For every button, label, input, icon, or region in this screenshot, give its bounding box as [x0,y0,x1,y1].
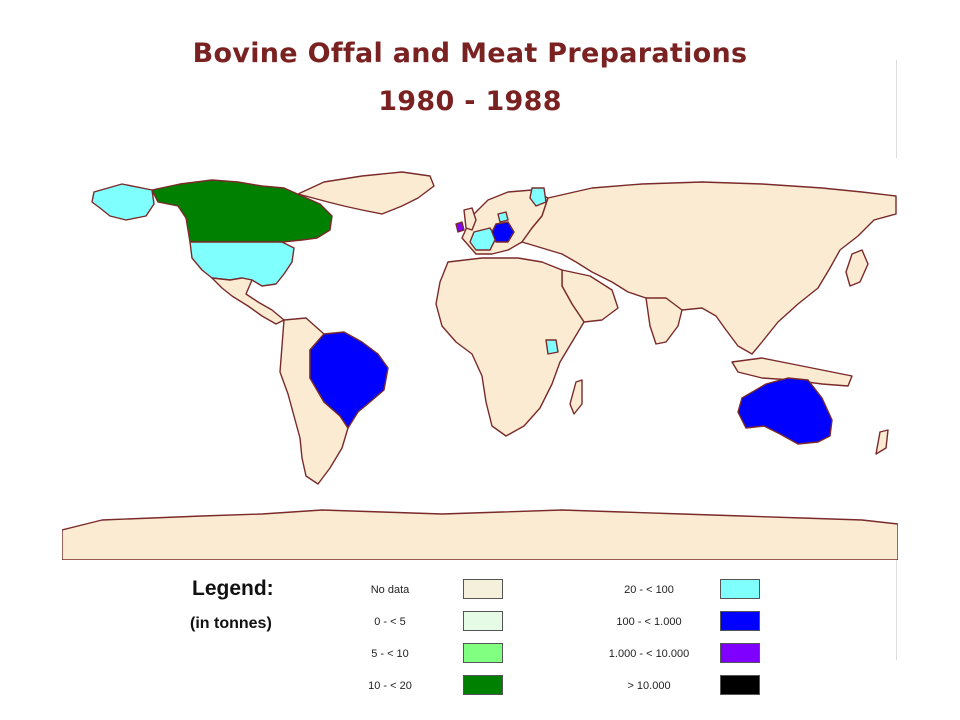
legend-label-20-100: 20 - < 100 [624,584,674,596]
japan [845,249,869,287]
asia [521,181,897,355]
legend-label-over-10000: > 10.000 [627,680,671,692]
legend-label-1000-10000: 1.000 - < 10.000 [608,648,690,660]
antarctica [62,509,898,560]
legend-label-5-10: 5 - < 10 [371,648,409,660]
world-map [62,158,898,560]
alaska [91,183,155,221]
legend-swatch-no-data [463,579,503,599]
legend-swatch-10-20 [463,675,503,695]
legend-swatch-over-10000 [720,675,760,695]
united-kingdom [463,207,477,231]
greenland [297,171,435,215]
canada [151,179,333,243]
legend-label-100-1000: 100 - < 1.000 [616,616,682,628]
legend-swatch-20-100 [720,579,760,599]
ireland [455,221,465,233]
map-title: Bovine Offal and Meat Preparations [192,38,748,69]
legend-label-0-5: 0 - < 5 [374,616,406,628]
legend-heading: Legend: [192,577,274,600]
brazil [309,331,389,429]
map-period: 1980 - 1988 [378,86,562,117]
madagascar [569,379,583,415]
new-zealand [875,429,889,455]
legend-unit: (in tonnes) [190,615,272,632]
southeast-asia-islands [731,357,853,387]
germany [491,221,515,243]
africa [435,257,585,437]
uganda [545,339,559,355]
denmark [497,211,509,223]
legend-swatch-5-10 [463,643,503,663]
legend-swatch-0-5 [463,611,503,631]
united-states [189,241,295,287]
india [645,297,683,345]
mexico-central-america [211,277,285,325]
legend-swatch-100-1000 [720,611,760,631]
legend-label-10-20: 10 - < 20 [368,680,412,692]
legend-swatch-1000-10000 [720,643,760,663]
finland [529,187,547,207]
france [469,227,497,251]
australia [737,377,833,445]
legend-label-no-data: No data [370,584,410,596]
